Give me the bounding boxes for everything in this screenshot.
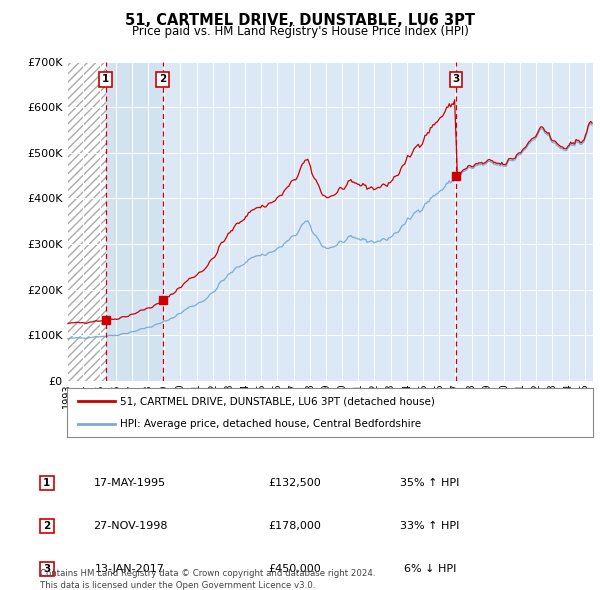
- Text: 6% ↓ HPI: 6% ↓ HPI: [404, 563, 456, 573]
- FancyBboxPatch shape: [40, 562, 53, 576]
- Text: 1: 1: [43, 478, 50, 488]
- Text: 2: 2: [159, 74, 166, 84]
- FancyBboxPatch shape: [40, 519, 53, 533]
- Bar: [67, 62, 106, 381]
- Text: 3: 3: [43, 563, 50, 573]
- Text: Contains HM Land Registry data © Crown copyright and database right 2024.: Contains HM Land Registry data © Crown c…: [40, 569, 376, 578]
- Text: 51, CARTMEL DRIVE, DUNSTABLE, LU6 3PT: 51, CARTMEL DRIVE, DUNSTABLE, LU6 3PT: [125, 13, 475, 28]
- Bar: [106, 62, 163, 381]
- Text: Price paid vs. HM Land Registry's House Price Index (HPI): Price paid vs. HM Land Registry's House …: [131, 25, 469, 38]
- Text: This data is licensed under the Open Government Licence v3.0.: This data is licensed under the Open Gov…: [40, 581, 316, 589]
- Text: 51, CARTMEL DRIVE, DUNSTABLE, LU6 3PT (detached house): 51, CARTMEL DRIVE, DUNSTABLE, LU6 3PT (d…: [120, 396, 434, 407]
- Text: 13-JAN-2017: 13-JAN-2017: [95, 563, 165, 573]
- Text: £450,000: £450,000: [269, 563, 322, 573]
- Text: 27-NOV-1998: 27-NOV-1998: [93, 521, 167, 531]
- Text: £178,000: £178,000: [269, 521, 322, 531]
- Text: 33% ↑ HPI: 33% ↑ HPI: [400, 521, 460, 531]
- Text: £132,500: £132,500: [269, 478, 322, 488]
- Text: 35% ↑ HPI: 35% ↑ HPI: [400, 478, 460, 488]
- Text: HPI: Average price, detached house, Central Bedfordshire: HPI: Average price, detached house, Cent…: [120, 419, 421, 429]
- Text: 17-MAY-1995: 17-MAY-1995: [94, 478, 166, 488]
- Text: 3: 3: [452, 74, 460, 84]
- FancyBboxPatch shape: [40, 476, 53, 490]
- Text: 2: 2: [43, 521, 50, 531]
- Text: 1: 1: [102, 74, 109, 84]
